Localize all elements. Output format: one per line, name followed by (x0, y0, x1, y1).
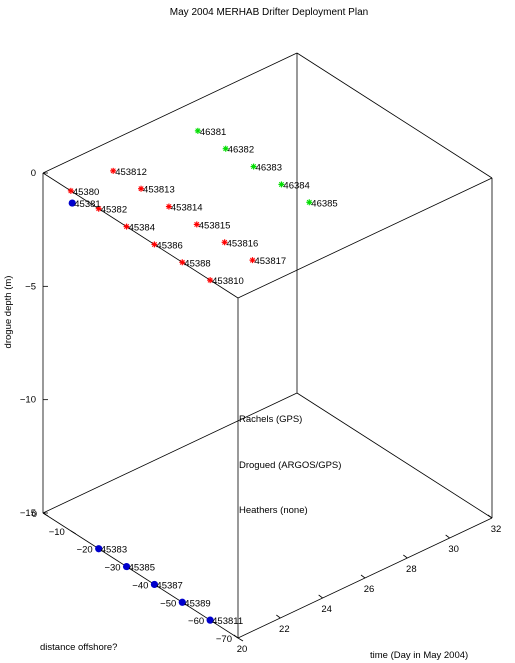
point-label: 453813 (143, 185, 175, 196)
point-label: 453810 (212, 276, 244, 287)
circle-marker (150, 580, 159, 589)
circle-marker (178, 598, 186, 606)
z-axis-label: drogue depth (m) (3, 276, 14, 349)
z-tick-label: −5 (25, 281, 36, 292)
z-axis-ticks: 0 −5 −10 −15 (20, 168, 48, 519)
box-edge (296, 392, 493, 519)
x-axis-ticks: 20 22 24 26 28 30 32 (233, 514, 502, 655)
x-tick-mark (276, 614, 281, 619)
x-tick-mark (360, 574, 366, 579)
box-edge (237, 177, 493, 299)
star-marker (207, 277, 214, 284)
point-label: 453812 (115, 167, 147, 178)
point-label: 453815 (199, 220, 231, 231)
box-edge (42, 172, 239, 299)
x-tick-label: 26 (364, 584, 375, 595)
y-tick-mark (237, 637, 244, 642)
point-label: 46384 (283, 180, 309, 191)
star-marker (123, 223, 130, 230)
star-marker (165, 203, 172, 210)
point-label: 45388 (184, 258, 210, 269)
point-label: 453814 (171, 203, 203, 214)
point-label: 45389 (184, 598, 210, 609)
star-marker (194, 127, 201, 134)
box-edge (42, 392, 298, 514)
point-label: 45381 (74, 199, 100, 210)
point-label: 46381 (200, 127, 226, 138)
y-tick-label: −30 (104, 563, 120, 574)
y-tick-label: −70 (216, 634, 232, 645)
z-tick-label: −10 (20, 395, 36, 406)
point-label: 45385 (129, 563, 155, 574)
x-tick-label: 28 (406, 564, 417, 575)
y-axis-label: distance offshore? (40, 642, 117, 653)
legend: Rachels (GPS) Drogued (ARGOS/GPS) Heathe… (239, 414, 341, 516)
z-tick-label: 0 (31, 168, 36, 179)
point-label: 46383 (256, 163, 282, 174)
star-marker (95, 205, 102, 212)
x-tick-mark (318, 594, 323, 599)
y-tick-label: −40 (132, 580, 148, 591)
star-marker (278, 181, 285, 188)
legend-entry-rachels: Rachels (GPS) (239, 414, 302, 425)
chart-title: May 2004 MERHAB Drifter Deployment Plan (170, 7, 368, 18)
star-marker (306, 199, 313, 206)
circle-marker (122, 562, 131, 571)
legend-entry-drogued: Drogued (ARGOS/GPS) (239, 460, 341, 471)
y-tick-mark (42, 512, 49, 517)
x-tick-label: 32 (491, 524, 502, 535)
y-tick-mark (70, 530, 77, 535)
star-marker (151, 241, 158, 248)
y-tick-label: 0 (32, 509, 37, 520)
star-marker (250, 163, 257, 170)
point-label: 453816 (227, 238, 259, 249)
x-tick-mark (487, 514, 493, 519)
point-label: 46382 (228, 145, 254, 156)
y-tick-label: −20 (77, 545, 93, 556)
y-tick-label: −60 (188, 616, 204, 627)
x-tick-label: 20 (237, 644, 248, 655)
star-marker (67, 187, 74, 194)
x-axis-label: time (Day in May 2004) (370, 650, 468, 661)
point-label: 453817 (254, 256, 286, 267)
circle-marker (95, 545, 103, 553)
star-marker (179, 259, 186, 266)
star-marker (138, 185, 145, 192)
star-marker (222, 145, 229, 152)
point-label: 45380 (73, 187, 99, 198)
y-tick-label: −50 (160, 598, 176, 609)
point-label: 45382 (101, 205, 127, 216)
x-tick-label: 22 (279, 624, 290, 635)
y-tick-label: −10 (49, 527, 65, 538)
star-marker (193, 221, 200, 228)
circle-marker (206, 616, 214, 624)
x-tick-label: 30 (448, 544, 459, 555)
point-label: 46385 (311, 198, 337, 209)
star-marker (249, 257, 256, 264)
point-label: 45383 (101, 545, 127, 556)
x-tick-label: 24 (321, 604, 332, 615)
legend-entry-heathers: Heathers (none) (239, 505, 308, 516)
point-label: 45384 (129, 223, 155, 234)
plot-box (42, 52, 493, 639)
circle-marker (68, 199, 76, 207)
point-label: 45386 (156, 240, 182, 251)
star-marker (221, 239, 228, 246)
x-tick-mark (445, 534, 450, 539)
box-edge (296, 52, 493, 179)
point-label: 45387 (156, 580, 182, 591)
x-tick-mark (233, 634, 239, 639)
z-tick-label: −15 (20, 508, 36, 519)
point-label: 453811 (212, 616, 243, 627)
box-edge (42, 52, 298, 174)
x-tick-mark (403, 554, 408, 559)
star-marker (110, 167, 117, 174)
